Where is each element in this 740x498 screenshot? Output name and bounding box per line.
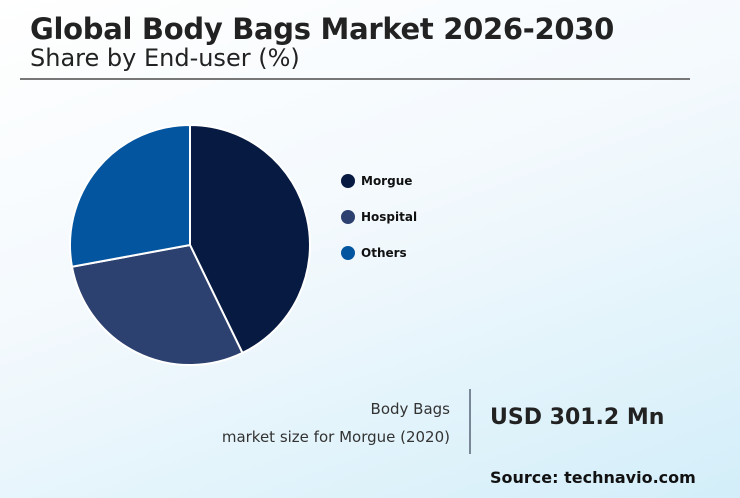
pie-slice-morgue <box>189 123 311 355</box>
legend-dot-icon <box>341 246 355 260</box>
legend-item-others: Others <box>341 246 407 260</box>
legend-item-hospital: Hospital <box>341 210 417 224</box>
legend-dot-icon <box>341 210 355 224</box>
legend-label: Morgue <box>361 174 413 188</box>
kpi-value: USD 301.2 Mn <box>490 405 665 430</box>
page-title: Global Body Bags Market 2026-2030 <box>30 12 615 46</box>
pie-chart <box>69 123 311 366</box>
legend-dot-icon <box>341 174 355 188</box>
pie-slice-others <box>69 123 191 268</box>
page-subtitle: Share by End-user (%) <box>30 44 300 72</box>
title-divider <box>20 78 690 80</box>
legend-label: Hospital <box>361 210 418 224</box>
pie-slice-hospital <box>70 243 244 366</box>
legend-item-morgue: Morgue <box>341 174 412 188</box>
kpi-label-line2: market size for Morgue (2020) <box>221 428 450 446</box>
legend-label: Others <box>361 246 407 260</box>
source-credit: Source: technavio.com <box>490 468 696 487</box>
kpi-divider <box>469 389 471 454</box>
kpi-label-line1: Body Bags <box>370 400 450 418</box>
